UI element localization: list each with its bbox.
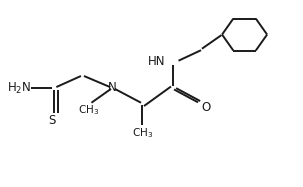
Text: HN: HN	[148, 55, 165, 68]
Text: O: O	[201, 101, 210, 114]
Text: CH$_3$: CH$_3$	[78, 103, 99, 117]
Text: N: N	[108, 82, 117, 94]
Text: S: S	[49, 114, 56, 127]
Text: CH$_3$: CH$_3$	[132, 126, 153, 140]
Text: H$_2$N: H$_2$N	[7, 80, 32, 96]
